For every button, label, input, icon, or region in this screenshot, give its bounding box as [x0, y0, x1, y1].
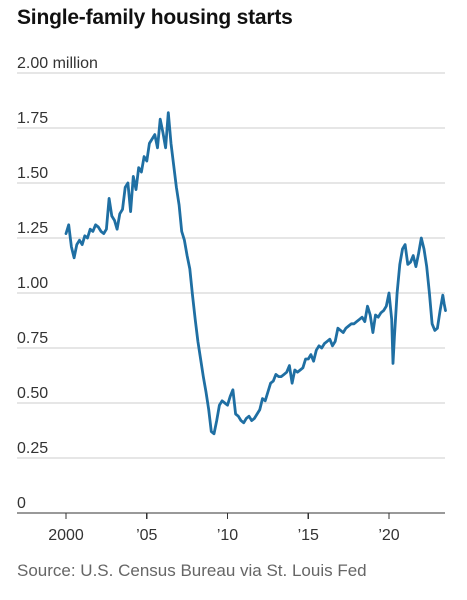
- series-layer: [64, 111, 447, 436]
- source-note: Source: U.S. Census Bureau via St. Louis…: [17, 561, 367, 580]
- x-tick-label: ’20: [378, 527, 399, 544]
- x-tick-label: ’15: [298, 527, 319, 544]
- grid-lines: [17, 72, 445, 459]
- chart-title: Single-family housing starts: [17, 6, 293, 29]
- y-tick-label: 0.75: [17, 330, 48, 347]
- series-line: [64, 111, 447, 436]
- y-tick-label: 1.50: [17, 165, 48, 182]
- y-tick-label: 0: [17, 495, 26, 512]
- y-tick-label: 1.25: [17, 220, 48, 237]
- y-tick-label: 2.00 million: [17, 55, 98, 72]
- x-tick-label: ’05: [136, 527, 157, 544]
- y-tick-label: 0.25: [17, 440, 48, 457]
- y-axis-labels: 2.00 million 1.75 1.50 1.25 1.00 0.75 0.50 0.25…: [17, 55, 98, 512]
- y-tick-label: 1.00: [17, 275, 48, 292]
- x-tick-label: 2000: [48, 527, 84, 544]
- x-tick-label: ’10: [217, 527, 238, 544]
- y-tick-label: 0.50: [17, 385, 48, 402]
- y-tick-label: 1.75: [17, 110, 48, 127]
- x-axis: 2000 ’05 ’10 ’15 ’20: [17, 512, 445, 544]
